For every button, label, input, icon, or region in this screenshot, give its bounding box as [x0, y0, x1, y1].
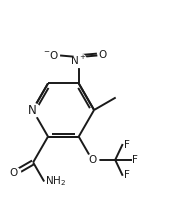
Text: N$^+$: N$^+$	[70, 54, 87, 67]
Text: F: F	[124, 170, 130, 180]
Text: N: N	[28, 103, 37, 117]
Text: F: F	[132, 155, 138, 165]
Text: O: O	[88, 155, 96, 165]
Text: F: F	[124, 140, 130, 150]
Text: $^{-}$O: $^{-}$O	[43, 49, 59, 61]
Text: O: O	[98, 50, 107, 60]
Text: O: O	[10, 169, 18, 178]
Text: NH$_2$: NH$_2$	[45, 175, 66, 188]
